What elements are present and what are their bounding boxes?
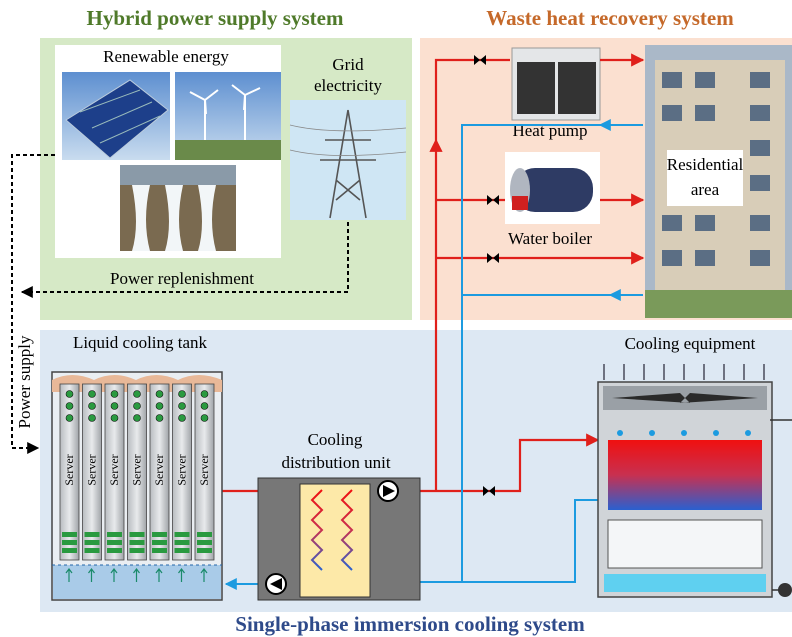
server-led	[134, 403, 141, 410]
server-slot	[62, 532, 77, 537]
server-led	[201, 391, 208, 398]
server-led	[89, 391, 96, 398]
cooling-tower	[598, 364, 792, 597]
power-title: Hybrid power supply system	[87, 6, 344, 30]
dam-photo	[120, 165, 236, 251]
server-slot	[175, 540, 190, 545]
server-led	[179, 415, 186, 422]
server-label: Server	[197, 454, 211, 485]
grid-label: electricity	[314, 76, 382, 95]
grid-photo	[290, 100, 406, 220]
residential-label: area	[691, 180, 720, 199]
server-slot	[62, 548, 77, 553]
solar-photo	[62, 72, 170, 160]
cdu-label: distribution unit	[281, 453, 390, 472]
heat-title: Waste heat recovery system	[486, 6, 734, 30]
equipment-label: Cooling equipment	[625, 334, 756, 353]
server-led	[156, 403, 163, 410]
server-slot	[107, 532, 122, 537]
server-label: Server	[129, 454, 143, 485]
server-led	[134, 415, 141, 422]
server-slot	[107, 540, 122, 545]
server-led	[89, 403, 96, 410]
heat-pump-label: Heat pump	[512, 121, 587, 140]
boiler-photo	[505, 152, 600, 224]
residential-label: Residential	[667, 155, 744, 174]
server-label: Server	[152, 454, 166, 485]
server-led	[66, 391, 73, 398]
grid-label: Grid	[332, 55, 364, 74]
server-led	[134, 391, 141, 398]
server-slot	[107, 548, 122, 553]
server-slot	[197, 548, 212, 553]
server-led	[66, 403, 73, 410]
server-led	[179, 403, 186, 410]
server-led	[66, 415, 73, 422]
server-slot	[152, 548, 167, 553]
server-led	[111, 415, 118, 422]
server-led	[111, 403, 118, 410]
server-label: Server	[174, 454, 188, 485]
server-slot	[130, 548, 145, 553]
diagram: Hybrid power supply system Waste heat re…	[0, 0, 792, 637]
server-slot	[197, 540, 212, 545]
server-slot	[152, 540, 167, 545]
server-label: Server	[107, 454, 121, 485]
server-led	[201, 415, 208, 422]
server-slot	[130, 540, 145, 545]
replenishment-label: Power replenishment	[110, 269, 254, 288]
renewable-label: Renewable energy	[103, 47, 229, 66]
supply-label: Power supply	[15, 335, 34, 429]
server-led	[201, 403, 208, 410]
server-slot	[197, 532, 212, 537]
server-led	[111, 391, 118, 398]
server-slot	[130, 532, 145, 537]
server-slot	[85, 548, 100, 553]
server-label: Server	[62, 454, 76, 485]
server-slot	[175, 548, 190, 553]
server-slot	[85, 540, 100, 545]
cdu-label: Cooling	[308, 430, 363, 449]
server-led	[156, 391, 163, 398]
server-led	[156, 415, 163, 422]
cdu	[258, 478, 420, 600]
boiler-label: Water boiler	[508, 229, 592, 248]
tank-label: Liquid cooling tank	[73, 333, 208, 352]
cooling-title: Single-phase immersion cooling system	[235, 612, 585, 636]
server-slot	[175, 532, 190, 537]
heat-pump-photo	[512, 48, 600, 120]
server-slot	[62, 540, 77, 545]
server-slot	[85, 532, 100, 537]
servers: Server Server Server Server Server Server Serv…	[60, 384, 214, 582]
server-led	[89, 415, 96, 422]
server-slot	[152, 532, 167, 537]
server-label: Server	[84, 454, 98, 485]
server-led	[179, 391, 186, 398]
wind-photo	[175, 72, 281, 160]
